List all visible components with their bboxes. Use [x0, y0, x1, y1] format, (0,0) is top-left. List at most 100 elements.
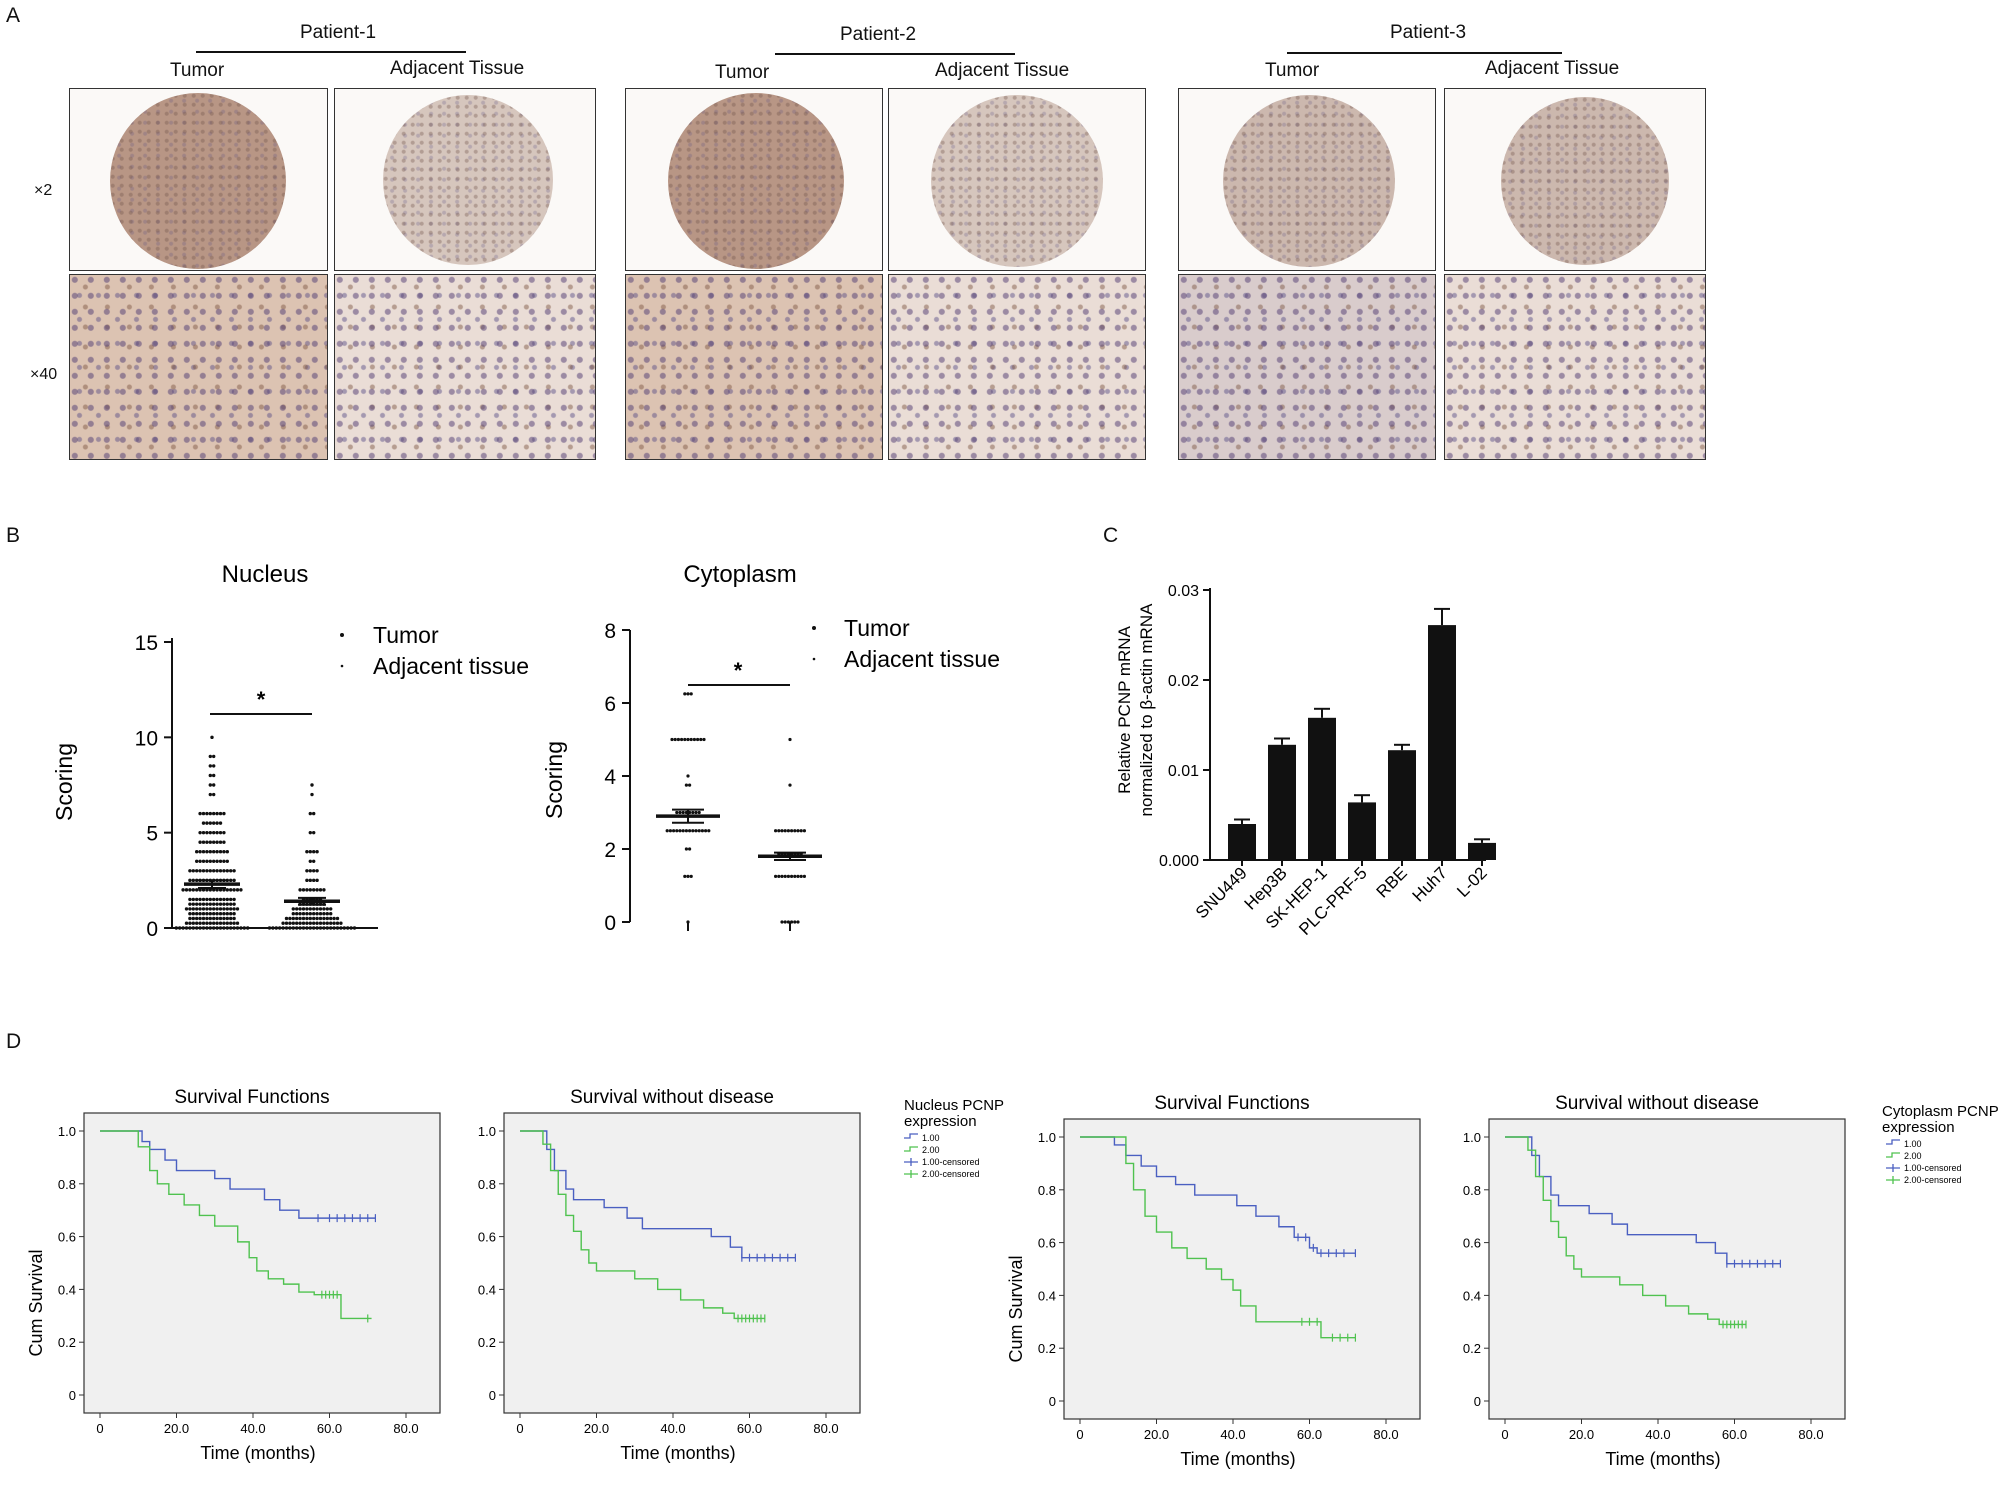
data-point — [322, 921, 326, 925]
km-curve-2.00 — [1080, 1136, 1356, 1339]
xtick-label: 80.0 — [813, 1421, 838, 1436]
data-point — [308, 850, 312, 854]
km-xlabel: Time (months) — [200, 1443, 315, 1463]
data-point — [688, 829, 692, 833]
ytick-label: 0.4 — [58, 1282, 76, 1297]
ytick-label: 0 — [604, 912, 616, 935]
xtick-label: 80.0 — [1798, 1427, 1823, 1442]
data-point — [215, 926, 219, 930]
data-point — [212, 902, 216, 906]
data-point — [318, 926, 323, 930]
km-legend-cytoplasm-swatch-1 — [1886, 1139, 1900, 1145]
data-point — [201, 916, 206, 921]
km-legend-nucleus-item-3: 1.00-censored — [922, 1157, 980, 1167]
km-legend-nucleus-swatch-2 — [904, 1146, 918, 1152]
data-point — [796, 874, 800, 878]
data-point — [218, 840, 223, 844]
data-point — [229, 926, 233, 930]
patient-2-tumor-label: Tumor — [715, 62, 770, 83]
km-legend-nucleus-title2: expression — [904, 1113, 977, 1130]
data-point — [322, 888, 326, 892]
data-point — [298, 926, 302, 930]
km-legend-nucleus: Nucleus PCNP expression 1.00 2.00 1.00-c… — [904, 1097, 1004, 1179]
data-point — [212, 811, 216, 816]
ytick-label: 1.0 — [1038, 1130, 1056, 1145]
data-point — [312, 811, 316, 816]
data-point — [215, 902, 219, 906]
data-point — [215, 897, 219, 902]
ytick-label: 0.8 — [1463, 1183, 1481, 1198]
km-legend-cytoplasm: Cytoplasm PCNP expression 1.00 2.00 1.00… — [1882, 1103, 1999, 1185]
data-point — [218, 912, 223, 916]
ihc-p3-tumor-x40 — [1178, 274, 1436, 460]
ihc-p2-adjacent-x40 — [888, 274, 1146, 460]
data-point — [318, 907, 323, 911]
ytick-label: 0.8 — [58, 1177, 76, 1192]
km-legend-nucleus-swatch-4 — [904, 1170, 918, 1178]
data-point — [208, 902, 212, 906]
data-point — [339, 921, 343, 925]
km-curve-2.00 — [100, 1130, 372, 1320]
data-point — [793, 874, 797, 878]
data-point — [796, 829, 800, 833]
ihc-p1-adjacent-x2 — [334, 88, 596, 271]
data-point — [291, 916, 295, 921]
ytick-label: 0.01 — [1168, 763, 1199, 780]
ytick-label: 2 — [604, 839, 616, 862]
plot-area — [1063, 1118, 1421, 1420]
data-point — [188, 926, 192, 930]
ytick-label: 0.2 — [58, 1335, 76, 1350]
data-point — [225, 921, 229, 925]
data-point — [315, 912, 319, 916]
data-point — [325, 921, 329, 925]
data-point — [308, 912, 312, 916]
data-point — [218, 850, 223, 854]
data-point — [212, 912, 216, 916]
data-point — [239, 926, 243, 930]
data-point — [184, 926, 189, 930]
data-point — [208, 773, 212, 778]
data-point — [212, 850, 216, 854]
tissue-core — [383, 95, 553, 265]
data-point — [288, 916, 292, 921]
data-point — [691, 810, 695, 815]
data-point — [305, 869, 309, 873]
data-point — [184, 888, 189, 892]
data-point — [201, 869, 206, 873]
data-point — [315, 926, 319, 930]
data-point — [208, 821, 212, 825]
data-point — [225, 916, 229, 921]
km-curve-1.00 — [100, 1130, 376, 1219]
data-point — [339, 926, 343, 930]
km-legend-cytoplasm-swatch-4 — [1886, 1176, 1900, 1184]
data-point — [222, 811, 226, 816]
data-point — [308, 878, 312, 883]
data-point — [222, 912, 226, 916]
km-title: Survival Functions — [174, 1087, 329, 1108]
data-point — [215, 811, 219, 816]
data-point — [295, 916, 299, 921]
data-point — [665, 829, 669, 833]
data-point — [208, 888, 212, 892]
data-point — [699, 737, 703, 742]
km-curve-1.00 — [520, 1130, 796, 1259]
data-point — [195, 921, 199, 925]
data-point — [201, 907, 206, 911]
data-point — [346, 926, 350, 930]
data-point — [198, 897, 202, 902]
data-point — [312, 926, 316, 930]
xtick-label: 60.0 — [317, 1421, 342, 1436]
data-point — [212, 907, 216, 911]
plot-area — [83, 1112, 441, 1414]
data-point — [198, 902, 202, 906]
data-point — [291, 907, 295, 911]
data-point — [201, 921, 206, 925]
ytick-label: 0.02 — [1168, 673, 1199, 690]
data-point — [212, 840, 216, 844]
data-point — [191, 912, 195, 916]
data-point — [312, 916, 316, 921]
data-point — [188, 878, 192, 883]
data-point — [184, 907, 189, 911]
data-point — [218, 830, 223, 835]
tissue-core — [1501, 97, 1669, 265]
